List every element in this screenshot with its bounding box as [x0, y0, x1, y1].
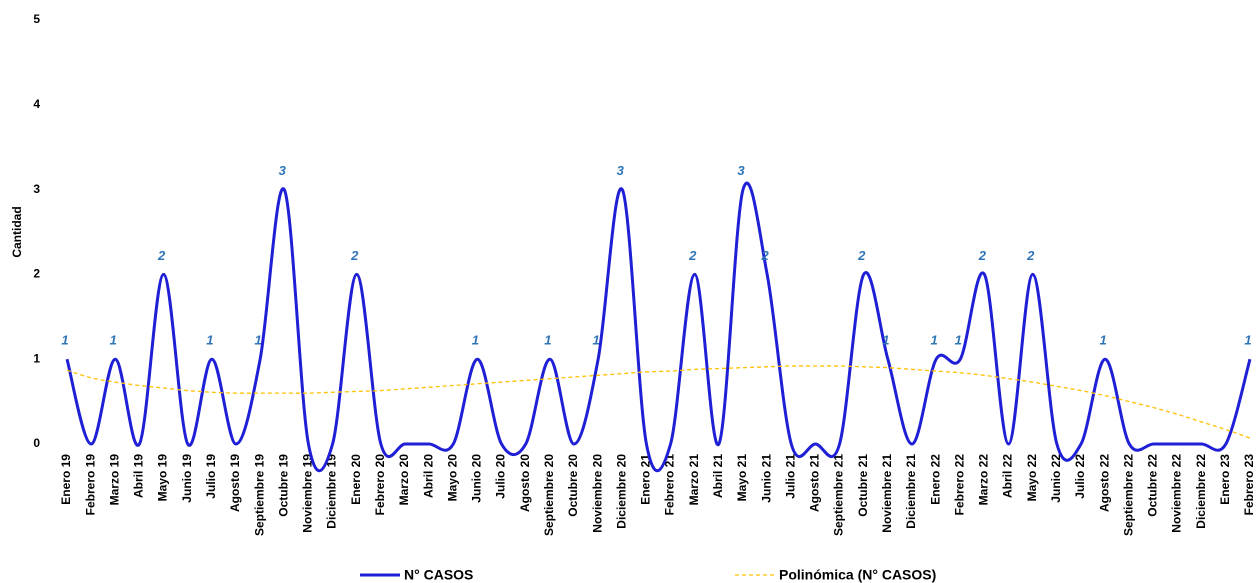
x-tick-label: Enero 19: [59, 454, 73, 505]
x-tick-label: Diciembre 21: [904, 454, 918, 529]
y-tick-label: 2: [33, 267, 40, 281]
legend-label: N° CASOS: [404, 567, 473, 583]
trendline: [66, 365, 1251, 439]
data-label: 2: [688, 248, 697, 263]
y-tick-label: 5: [33, 12, 40, 26]
x-tick-label: Octubre 20: [566, 454, 580, 517]
data-label: 1: [472, 333, 479, 348]
x-tick-label: Agosto 21: [808, 454, 822, 512]
x-tick-label: Enero 23: [1218, 454, 1232, 505]
x-tick-label: Enero 21: [639, 454, 653, 505]
x-tick-label: Octubre 19: [276, 454, 290, 517]
x-tick-label: Septiembre 20: [542, 454, 556, 536]
x-tick-label: Mayo 21: [735, 454, 749, 502]
data-label: 1: [931, 333, 938, 348]
y-tick-label: 1: [33, 351, 40, 365]
x-tick-label: Febrero 19: [83, 454, 97, 516]
y-tick-label: 0: [33, 436, 40, 450]
y-tick-label: 4: [33, 97, 40, 111]
x-tick-label: Diciembre 19: [325, 454, 339, 529]
x-tick-label: Enero 20: [349, 454, 363, 505]
x-tick-label: Marzo 21: [687, 454, 701, 506]
x-tick-label: Septiembre 19: [252, 454, 266, 536]
x-tick-label: Mayo 19: [156, 454, 170, 502]
data-label: 1: [61, 333, 68, 348]
x-tick-label: Noviembre 21: [880, 454, 894, 533]
x-tick-label: Mayo 22: [1025, 454, 1039, 502]
x-tick-label: Julio 20: [494, 454, 508, 499]
data-label: 1: [955, 333, 962, 348]
x-tick-label: Enero 22: [928, 454, 942, 505]
x-tick-label: Julio 21: [783, 454, 797, 499]
x-tick-label: Marzo 22: [977, 454, 991, 506]
x-tick-label: Febrero 20: [373, 454, 387, 516]
y-tick-label: 3: [33, 182, 40, 196]
x-tick-label: Diciembre 20: [614, 454, 628, 529]
x-tick-label: Febrero 22: [952, 454, 966, 516]
y-axis-label: Cantidad: [10, 206, 24, 257]
data-label: 1: [882, 333, 889, 348]
x-tick-label: Junio 22: [1049, 454, 1063, 503]
data-label: 2: [978, 248, 987, 263]
x-tick-label: Junio 21: [759, 454, 773, 503]
x-tick-label: Noviembre 19: [301, 454, 315, 533]
x-tick-label: Diciembre 22: [1194, 454, 1208, 529]
x-tick-label: Noviembre 20: [590, 454, 604, 533]
data-label: 2: [350, 248, 359, 263]
data-label: 2: [157, 248, 166, 263]
x-tick-label: Abril 20: [421, 454, 435, 498]
x-tick-label: Junio 20: [470, 454, 484, 503]
x-tick-label: Agosto 19: [228, 454, 242, 512]
data-label: 1: [110, 333, 117, 348]
x-tick-label: Febrero 23: [1242, 454, 1256, 516]
x-tick-label: Octubre 22: [1146, 454, 1160, 517]
x-tick-label: Abril 21: [711, 454, 725, 498]
x-tick-label: Marzo 20: [397, 454, 411, 506]
x-tick-label: Marzo 19: [107, 454, 121, 506]
x-tick-label: Septiembre 21: [832, 454, 846, 536]
data-label: 1: [255, 333, 262, 348]
x-tick-label: Junio 19: [180, 454, 194, 503]
x-tick-label: Abril 22: [1001, 454, 1015, 498]
x-tick-label: Febrero 21: [663, 454, 677, 516]
data-label: 1: [1244, 333, 1251, 348]
data-label: 3: [279, 163, 287, 178]
x-tick-label: Julio 19: [204, 454, 218, 499]
x-tick-label: Agosto 20: [518, 454, 532, 512]
x-tick-label: Noviembre 22: [1170, 454, 1184, 533]
x-tick-label: Mayo 20: [445, 454, 459, 502]
legend-label: Polinómica (N° CASOS): [779, 567, 936, 583]
data-label: 1: [1100, 333, 1107, 348]
x-tick-label: Septiembre 22: [1121, 454, 1135, 536]
data-label: 1: [206, 333, 213, 348]
data-label: 3: [737, 163, 745, 178]
data-label: 2: [857, 248, 866, 263]
data-label: 1: [544, 333, 551, 348]
data-label: 2: [761, 248, 770, 263]
x-tick-label: Agosto 22: [1097, 454, 1111, 512]
data-label: 1: [593, 333, 600, 348]
data-label: 3: [617, 163, 625, 178]
x-tick-label: Julio 22: [1073, 454, 1087, 499]
x-tick-label: Octubre 21: [856, 454, 870, 517]
series-line: [65, 181, 1252, 473]
data-label: 2: [1026, 248, 1035, 263]
x-tick-label: Abril 19: [132, 454, 146, 498]
